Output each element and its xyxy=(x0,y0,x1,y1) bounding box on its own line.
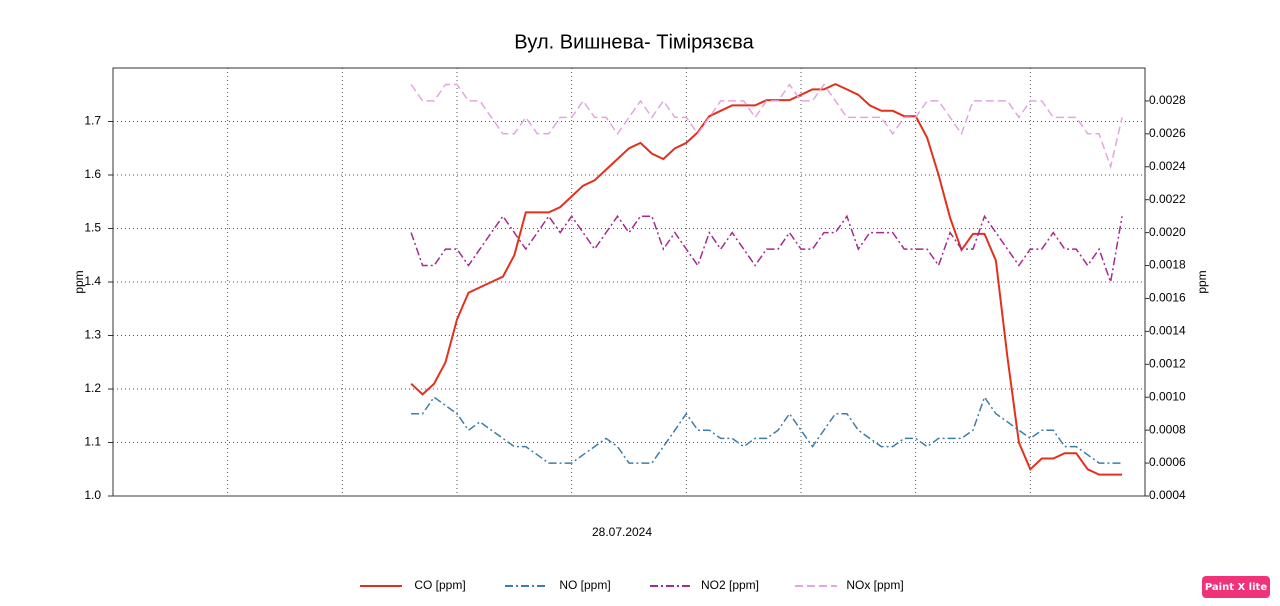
y2-tick-label: 0.0024 xyxy=(1149,159,1186,173)
chart-title: Вул. Вишнева- Тімірязєва xyxy=(514,31,754,53)
y-tick-label: 1.6 xyxy=(84,167,101,181)
y2-tick-label: 0.0010 xyxy=(1149,389,1186,403)
y-tick-label: 1.0 xyxy=(84,488,101,502)
y2-tick-label: 0.0028 xyxy=(1149,93,1186,107)
y2-tick-label: 0.0018 xyxy=(1149,258,1186,272)
y-tick-label: 1.3 xyxy=(84,328,101,342)
legend-label: CO [ppm] xyxy=(414,578,465,592)
y2-axis-label: ppm xyxy=(1195,270,1209,293)
legend-label: NO2 [ppm] xyxy=(701,578,759,592)
x-axis-label: 28.07.2024 xyxy=(592,525,652,539)
y2-tick-label: 0.0004 xyxy=(1149,488,1186,502)
series-line xyxy=(411,395,1123,464)
y-tick-label: 1.5 xyxy=(84,221,101,235)
y2-tick-label: 0.0016 xyxy=(1149,291,1186,305)
y-axis-label: ppm xyxy=(72,270,86,293)
y-tick-label: 1.1 xyxy=(84,435,101,449)
y2-tick-label: 0.0026 xyxy=(1149,126,1186,140)
y-tick-label: 1.7 xyxy=(84,114,101,128)
series-line xyxy=(410,82,1123,476)
series-line xyxy=(410,214,1123,285)
y2-tick-label: 0.0008 xyxy=(1149,422,1186,436)
y2-tick-label: 0.0022 xyxy=(1149,192,1186,206)
watermark: Paint X lite xyxy=(1202,576,1270,598)
y2-tick-label: 0.0020 xyxy=(1149,225,1186,239)
y-tick-label: 1.4 xyxy=(84,274,101,288)
legend-label: NOx [ppm] xyxy=(846,578,903,592)
series-line xyxy=(410,83,1123,170)
y-tick-label: 1.2 xyxy=(84,381,101,395)
y2-tick-label: 0.0012 xyxy=(1149,356,1186,370)
y2-tick-label: 0.0014 xyxy=(1149,324,1186,338)
legend-label: NO [ppm] xyxy=(559,578,610,592)
y2-tick-label: 0.0006 xyxy=(1149,455,1186,469)
